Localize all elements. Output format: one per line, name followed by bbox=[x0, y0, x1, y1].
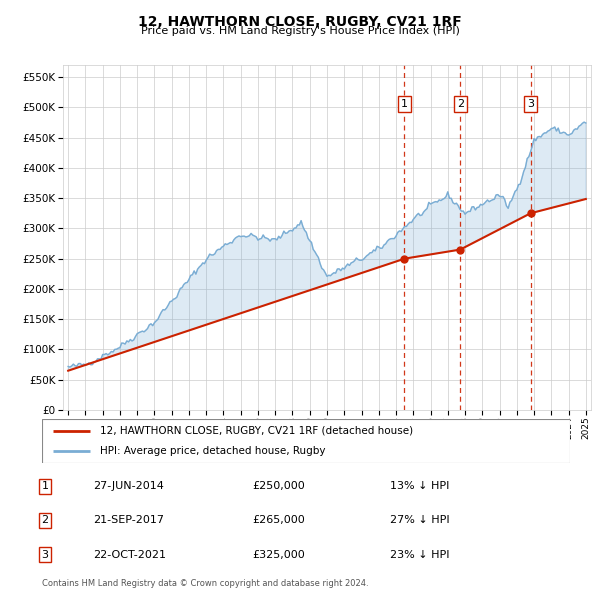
Text: 2: 2 bbox=[457, 99, 464, 109]
Text: 12, HAWTHORN CLOSE, RUGBY, CV21 1RF: 12, HAWTHORN CLOSE, RUGBY, CV21 1RF bbox=[138, 15, 462, 29]
Text: 12, HAWTHORN CLOSE, RUGBY, CV21 1RF (detached house): 12, HAWTHORN CLOSE, RUGBY, CV21 1RF (det… bbox=[100, 426, 413, 436]
Text: 27-JUN-2014: 27-JUN-2014 bbox=[93, 481, 164, 491]
Text: Price paid vs. HM Land Registry's House Price Index (HPI): Price paid vs. HM Land Registry's House … bbox=[140, 26, 460, 36]
Text: 2: 2 bbox=[41, 516, 49, 525]
Text: Contains HM Land Registry data © Crown copyright and database right 2024.: Contains HM Land Registry data © Crown c… bbox=[42, 579, 368, 588]
Text: 3: 3 bbox=[527, 99, 534, 109]
Text: 3: 3 bbox=[41, 550, 49, 559]
Text: 13% ↓ HPI: 13% ↓ HPI bbox=[390, 481, 449, 491]
Text: £265,000: £265,000 bbox=[252, 516, 305, 525]
Text: £250,000: £250,000 bbox=[252, 481, 305, 491]
Text: 23% ↓ HPI: 23% ↓ HPI bbox=[390, 550, 449, 559]
Text: HPI: Average price, detached house, Rugby: HPI: Average price, detached house, Rugb… bbox=[100, 446, 326, 456]
Text: 21-SEP-2017: 21-SEP-2017 bbox=[93, 516, 164, 525]
Text: £325,000: £325,000 bbox=[252, 550, 305, 559]
Text: 1: 1 bbox=[401, 99, 408, 109]
Text: 1: 1 bbox=[41, 481, 49, 491]
Text: 22-OCT-2021: 22-OCT-2021 bbox=[93, 550, 166, 559]
Text: 27% ↓ HPI: 27% ↓ HPI bbox=[390, 516, 449, 525]
